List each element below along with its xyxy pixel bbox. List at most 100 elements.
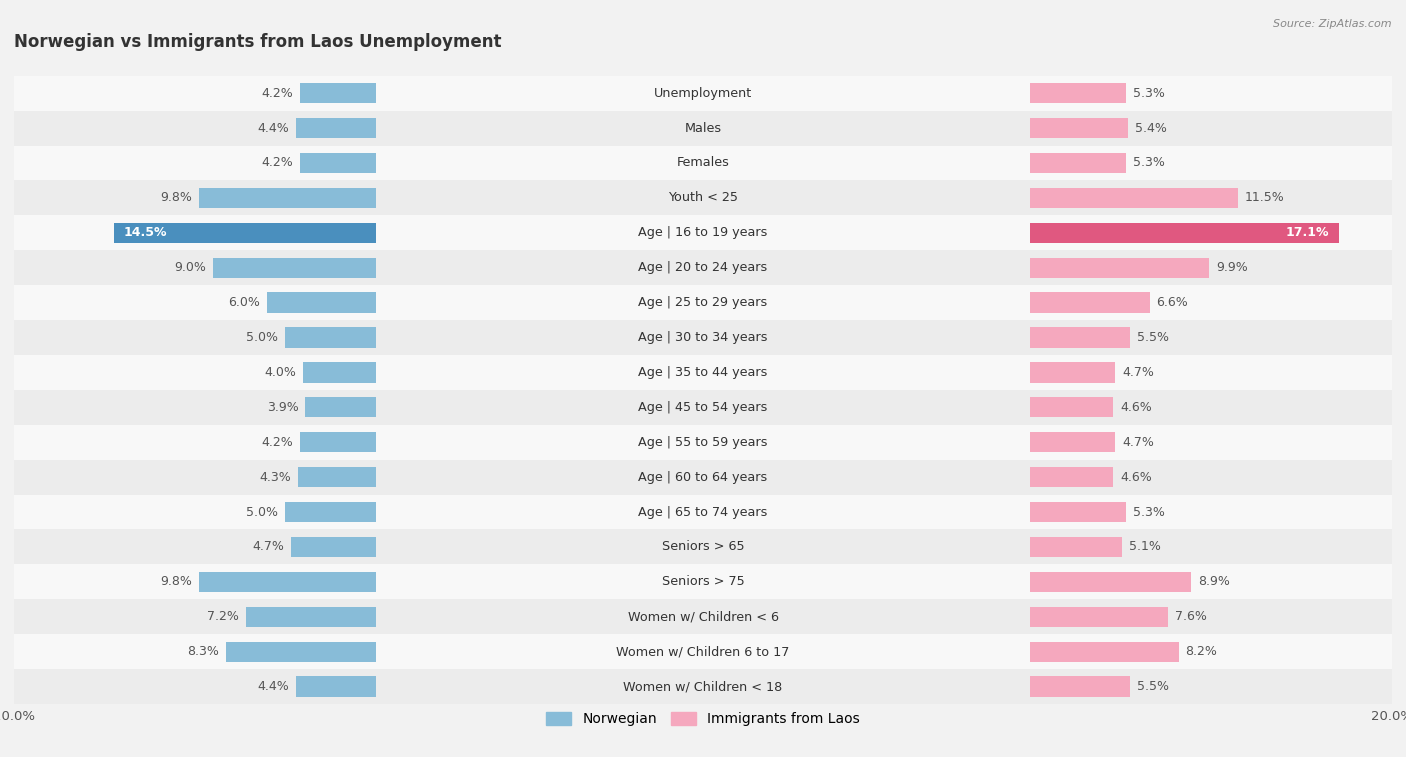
Text: 8.3%: 8.3%: [187, 645, 219, 658]
Bar: [299, 432, 375, 453]
Bar: [1031, 537, 1122, 557]
Text: 4.7%: 4.7%: [1122, 436, 1154, 449]
Text: Females: Females: [676, 157, 730, 170]
Bar: [1031, 677, 1129, 696]
Text: 4.6%: 4.6%: [1121, 400, 1152, 414]
Text: 4.2%: 4.2%: [262, 86, 292, 100]
Text: Women w/ Children 6 to 17: Women w/ Children 6 to 17: [616, 645, 790, 658]
Text: Youth < 25: Youth < 25: [668, 192, 738, 204]
Bar: [14, 425, 1392, 459]
Text: Age | 60 to 64 years: Age | 60 to 64 years: [638, 471, 768, 484]
Bar: [1031, 83, 1126, 103]
Text: 14.5%: 14.5%: [124, 226, 167, 239]
Bar: [1031, 572, 1191, 592]
Bar: [14, 180, 1392, 215]
Bar: [285, 502, 375, 522]
Text: 4.0%: 4.0%: [264, 366, 297, 379]
Bar: [14, 529, 1392, 565]
Text: 6.0%: 6.0%: [229, 296, 260, 309]
Text: 7.2%: 7.2%: [207, 610, 239, 623]
Bar: [305, 397, 375, 417]
Bar: [1031, 363, 1115, 382]
Text: 5.4%: 5.4%: [1135, 122, 1167, 135]
Bar: [285, 327, 375, 347]
Bar: [14, 600, 1392, 634]
Bar: [297, 677, 375, 696]
Bar: [14, 494, 1392, 529]
Bar: [1031, 188, 1239, 208]
Bar: [1031, 223, 1340, 243]
Bar: [1031, 327, 1129, 347]
Bar: [299, 83, 375, 103]
Bar: [246, 606, 375, 627]
Bar: [1031, 118, 1128, 139]
Bar: [1031, 432, 1115, 453]
Text: 4.6%: 4.6%: [1121, 471, 1152, 484]
Bar: [14, 565, 1392, 600]
Text: 5.3%: 5.3%: [1133, 506, 1164, 519]
Text: 4.2%: 4.2%: [262, 157, 292, 170]
Bar: [267, 292, 375, 313]
Bar: [297, 118, 375, 139]
Bar: [304, 363, 375, 382]
Text: 7.6%: 7.6%: [1174, 610, 1206, 623]
Text: 9.8%: 9.8%: [160, 575, 191, 588]
Text: 5.3%: 5.3%: [1133, 157, 1164, 170]
Text: 17.1%: 17.1%: [1285, 226, 1329, 239]
Text: 5.3%: 5.3%: [1133, 86, 1164, 100]
Text: Age | 65 to 74 years: Age | 65 to 74 years: [638, 506, 768, 519]
Text: 8.9%: 8.9%: [1198, 575, 1230, 588]
Bar: [14, 459, 1392, 494]
Bar: [1031, 153, 1126, 173]
Bar: [1031, 606, 1168, 627]
Text: Norwegian vs Immigrants from Laos Unemployment: Norwegian vs Immigrants from Laos Unempl…: [14, 33, 502, 51]
Text: Seniors > 65: Seniors > 65: [662, 540, 744, 553]
Bar: [198, 188, 375, 208]
Text: Age | 55 to 59 years: Age | 55 to 59 years: [638, 436, 768, 449]
Text: 4.7%: 4.7%: [1122, 366, 1154, 379]
Text: Source: ZipAtlas.com: Source: ZipAtlas.com: [1274, 19, 1392, 29]
Bar: [298, 467, 375, 488]
Text: Age | 20 to 24 years: Age | 20 to 24 years: [638, 261, 768, 274]
Bar: [1031, 502, 1126, 522]
Bar: [14, 76, 1392, 111]
Text: Age | 30 to 34 years: Age | 30 to 34 years: [638, 331, 768, 344]
Text: 4.4%: 4.4%: [257, 680, 290, 693]
Bar: [299, 153, 375, 173]
Bar: [291, 537, 375, 557]
Text: Unemployment: Unemployment: [654, 86, 752, 100]
Bar: [14, 355, 1392, 390]
Bar: [1031, 292, 1150, 313]
Bar: [212, 257, 375, 278]
Text: Women w/ Children < 6: Women w/ Children < 6: [627, 610, 779, 623]
Bar: [225, 641, 375, 662]
Text: Seniors > 75: Seniors > 75: [662, 575, 744, 588]
Text: 4.3%: 4.3%: [259, 471, 291, 484]
Bar: [14, 390, 1392, 425]
Bar: [14, 251, 1392, 285]
Bar: [14, 111, 1392, 145]
Text: Age | 25 to 29 years: Age | 25 to 29 years: [638, 296, 768, 309]
Bar: [198, 572, 375, 592]
Text: 11.5%: 11.5%: [1246, 192, 1285, 204]
Bar: [14, 634, 1392, 669]
Bar: [1031, 397, 1114, 417]
Text: Age | 45 to 54 years: Age | 45 to 54 years: [638, 400, 768, 414]
Bar: [1031, 467, 1114, 488]
Text: 4.2%: 4.2%: [262, 436, 292, 449]
Text: 9.8%: 9.8%: [160, 192, 191, 204]
Text: 9.9%: 9.9%: [1216, 261, 1249, 274]
Bar: [14, 669, 1392, 704]
Text: Women w/ Children < 18: Women w/ Children < 18: [623, 680, 783, 693]
Text: Age | 35 to 44 years: Age | 35 to 44 years: [638, 366, 768, 379]
Text: 4.7%: 4.7%: [252, 540, 284, 553]
Legend: Norwegian, Immigrants from Laos: Norwegian, Immigrants from Laos: [541, 706, 865, 731]
Text: 8.2%: 8.2%: [1185, 645, 1218, 658]
Text: 5.1%: 5.1%: [1129, 540, 1161, 553]
Bar: [14, 320, 1392, 355]
Bar: [14, 215, 1392, 251]
Bar: [14, 145, 1392, 180]
Bar: [1031, 641, 1178, 662]
Text: 9.0%: 9.0%: [174, 261, 207, 274]
Bar: [1031, 257, 1209, 278]
